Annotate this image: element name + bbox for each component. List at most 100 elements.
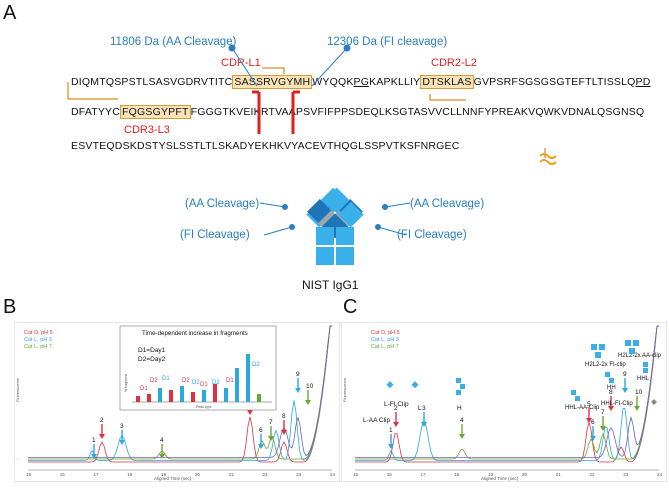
panel-c-chart: Cat D, pH 5 Cat L, pH 3 Cat L, pH 7 Fluo… (341, 322, 667, 482)
seq2-part-0: DFATYYC (71, 106, 121, 118)
seq1-part-3: PG (353, 76, 370, 88)
ylabel-c: Fluorescence (342, 377, 347, 402)
glyph-hh-2 (609, 378, 614, 383)
peak-arrowhead-1 (91, 454, 97, 459)
fi-cleavage-left-label: (FI Cleavage) (180, 229, 250, 241)
inset-bar (191, 392, 195, 402)
x-tick-label: 22 (262, 472, 268, 477)
peak-label-4: 4 (460, 417, 464, 424)
antibody-name: NIST IgG1 (302, 278, 359, 292)
inset-d2: D2=Day2 (138, 356, 166, 363)
xlabel-b: Aligned Time (sec) (154, 476, 192, 481)
legend-b-0: Cat D, pH 5 (24, 330, 53, 336)
sequence-line-1: DIQMTQSPSTLSASVGDRVTITC SASSRVGYMH WYQQKPG… (71, 75, 651, 89)
inset-day-label: D2 (212, 380, 220, 386)
trace-c-cat-d (355, 325, 660, 463)
ann-hh: HH (607, 385, 616, 391)
inset-xlabel: Peak type (196, 405, 212, 409)
legend-b-1: Cat L, pH 3 (24, 337, 52, 343)
glyph-hh-1 (605, 372, 610, 377)
trace-b-cat-l3 (28, 325, 332, 461)
ann-h2l2-fi: H2L2-2x FI-clip (585, 362, 626, 368)
peak-label-6: 6 (591, 419, 595, 426)
peak-label-8: 8 (282, 413, 286, 420)
peak-label-3: 3 (120, 423, 124, 430)
x-tick-label: 16 (60, 472, 66, 477)
x-tick-label: 18 (127, 472, 133, 477)
glyph-h2l2-3 (595, 352, 601, 358)
x-tick-label: 20 (522, 472, 528, 477)
inset-bar (224, 388, 228, 402)
peak-label-8: 8 (609, 389, 613, 396)
inset-title: Time-dependent increase in fragments (142, 330, 248, 337)
cdr-l2-label: CDR2-L2 (431, 57, 477, 69)
peak-label-7: 7 (269, 419, 273, 426)
glyph-h-2 (460, 384, 465, 389)
glyph-h-1 (456, 378, 461, 383)
x-tick-label: 17 (94, 472, 100, 477)
x-tick-label: 17 (421, 472, 427, 477)
peak-label-9: 9 (623, 371, 627, 378)
peak-arrowhead-1 (388, 444, 394, 449)
panel-a-label: A (3, 2, 17, 24)
inset-bar (257, 394, 261, 402)
cdr-l2-highlight: DTSKLAS (420, 75, 474, 89)
inset-day-label: D1 (162, 376, 170, 382)
legend-c-0: Cat D, pH 5 (371, 330, 400, 336)
peak-arrowhead-5 (247, 410, 253, 415)
x-tick-label: 21 (229, 472, 235, 477)
peak-arrowhead-10 (305, 400, 311, 405)
inset-bar (213, 384, 217, 402)
x-tick-label: 23 (623, 472, 629, 477)
peak-arrowhead-4 (459, 434, 465, 439)
antibody-diagram (259, 187, 411, 265)
peak-label-1: 1 (389, 427, 393, 434)
x-tick-label: 15 (353, 472, 359, 477)
glyph-h2l2aa-3 (629, 348, 635, 354)
sequence-line-2: DFATYYC FQGSGYPFT FGGGTKVEIKRTVAAPSVFIFPPS… (71, 105, 645, 119)
ann-hhl: HHL (637, 376, 650, 382)
ann-h2l2-aa: H2L2-2x AA-clip (618, 353, 662, 359)
peak-label-9: 9 (296, 371, 300, 378)
peak-arrowhead-2 (393, 422, 399, 427)
antibody-fc (316, 227, 354, 265)
ann-h: H (457, 405, 462, 412)
panel-b-chart: Cat D, pH 5 Cat L, pH 3 Cat L, pH 7 Fluo… (14, 322, 340, 482)
inset-day-label: D1 (140, 386, 148, 392)
inset-ylabel: % fragment (124, 374, 128, 392)
inset-frame (119, 325, 277, 411)
x-tick-label: 23 (296, 472, 302, 477)
trace-b-cat-d (28, 325, 333, 463)
ann-hhl-fi: HHL-FI-Clip (601, 401, 633, 407)
peak-arrowhead-3 (119, 440, 125, 445)
trace-c-cat-l7 (355, 325, 659, 460)
ann-l-aa: L-AA Clip (363, 417, 390, 424)
glyph-h-3 (456, 390, 461, 395)
peak-arrowhead-7 (268, 436, 274, 441)
glyph-h2l2aa-2 (633, 340, 639, 346)
legend-c-2: Cat L, pH 7 (371, 344, 399, 350)
peak-label-10: 10 (306, 383, 314, 390)
x-tick-label: 24 (657, 472, 663, 477)
x-tick-label: 24 (330, 472, 336, 477)
peak-arrowhead-6 (258, 444, 264, 449)
seq1-part-0: DIQMTQSPSTLSASVGDRVTITC (71, 76, 233, 88)
legend-b-2: Cat L, pH 7 (24, 344, 52, 350)
ann-l-fi: L-FI Clip (384, 401, 409, 408)
peak-label-1: 1 (92, 437, 96, 444)
peak-arrowhead-5 (586, 418, 592, 423)
peak-label-10: 10 (635, 389, 643, 396)
glyph-h2l2aa-1 (625, 340, 631, 346)
inset-bar (180, 386, 184, 402)
trace-b-cat-l7 (28, 325, 332, 460)
sequence-line-3: ESVTEQDSKDSTYSLSSTLTLSKADYEKHKVYACEVTHQG… (71, 140, 460, 152)
xlabel-c: Aligned Time (sec) (481, 476, 519, 481)
cdr-l1-highlight: SASSRVGYMH (232, 75, 313, 89)
inset-day-label: D1 (200, 382, 208, 388)
seq2-part-2: FGGGTKVEIKRTVAAPSVFIFPPSDEQLKSGTASVVCLLN… (190, 106, 645, 118)
peak-arrowhead-2 (99, 434, 105, 439)
inset-day-label: D2 (252, 362, 260, 368)
peak-label-2: 2 (100, 417, 104, 424)
x-tick-label: 19 (161, 472, 167, 477)
x-tick-label: 20 (195, 472, 201, 477)
